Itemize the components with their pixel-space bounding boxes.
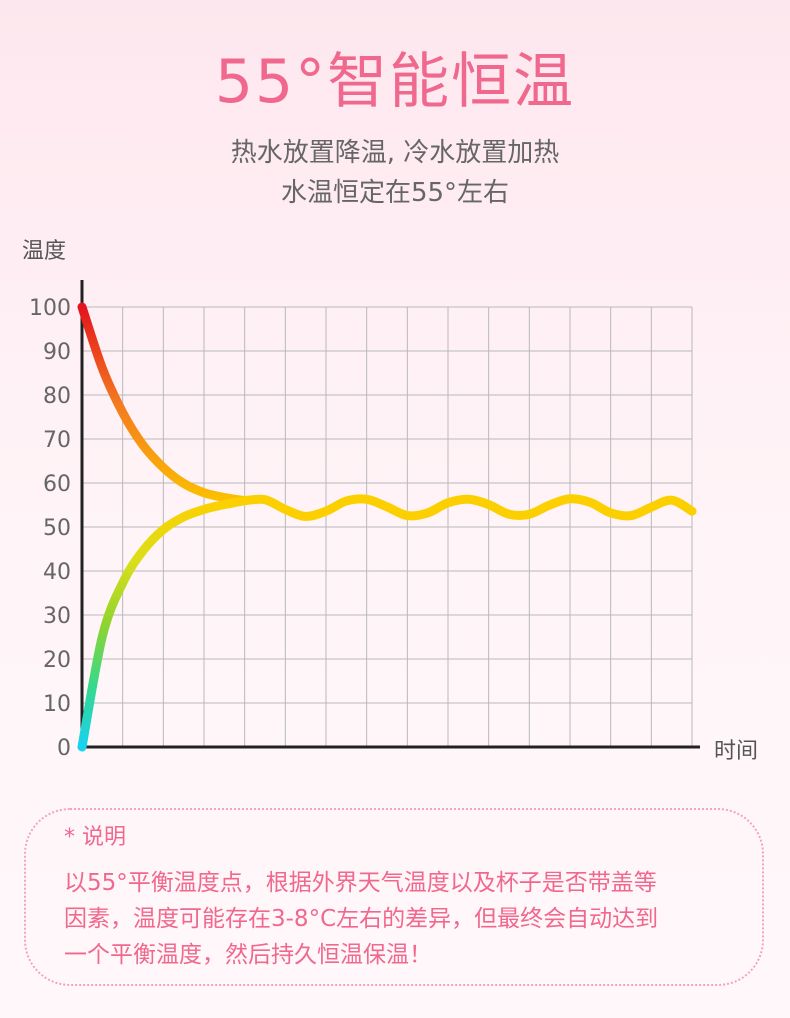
subtitle-line-2: 水温恒定在55°左右 [280, 178, 510, 208]
y-tick-label: 40 [43, 560, 71, 585]
y-tick-label: 100 [29, 296, 71, 321]
series-line-1 [77, 496, 250, 752]
y-tick-label: 0 [57, 736, 71, 761]
note-box [24, 808, 764, 986]
x-axis-label: 时间 [714, 739, 758, 764]
page-title: 55°智能恒温 [214, 47, 576, 117]
note-line-2: 因素，温度可能存在3-8°C左右的差异，但最终会自动达到 [64, 906, 659, 932]
subtitle-line-1: 热水放置降温, 冷水放置加热 [230, 138, 560, 168]
series-line-2 [240, 494, 697, 521]
chart-series [77, 302, 697, 752]
y-tick-label: 30 [43, 604, 71, 629]
y-tick-label: 80 [43, 384, 71, 409]
y-tick-label: 70 [43, 428, 71, 453]
note-line-1: 以55°平衡温度点，根据外界天气温度以及杯子是否带盖等 [64, 870, 657, 896]
y-tick-label: 50 [43, 516, 71, 541]
y-axis-label: 温度 [22, 239, 66, 264]
y-tick-label: 60 [43, 472, 71, 497]
series-line-0 [77, 302, 250, 506]
note-heading: * 说明 [64, 825, 126, 850]
y-tick-label: 10 [43, 692, 71, 717]
y-tick-label: 90 [43, 340, 71, 365]
y-tick-label: 20 [43, 648, 71, 673]
chart-axes [80, 280, 700, 749]
note-line-3: 一个平衡温度，然后持久恒温保温！ [64, 942, 432, 968]
